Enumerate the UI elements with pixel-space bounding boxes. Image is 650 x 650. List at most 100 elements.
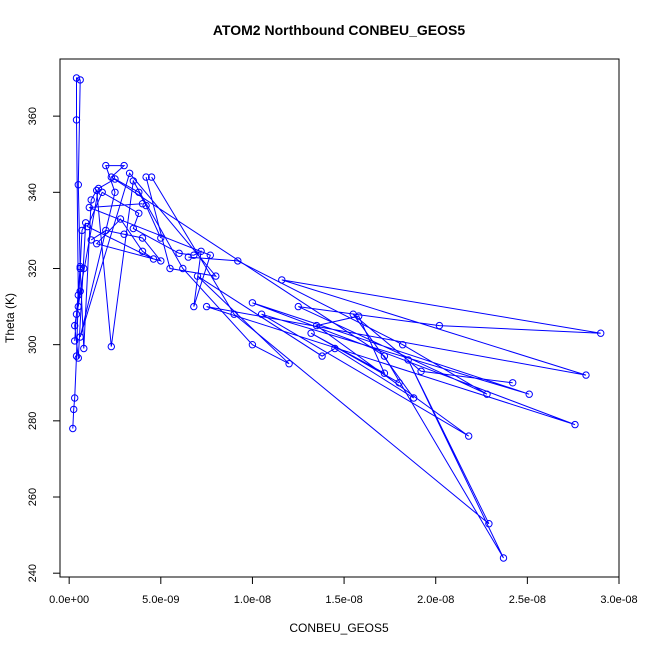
data-point <box>87 236 95 244</box>
data-point <box>307 329 315 337</box>
y-tick-label: 280 <box>27 412 39 430</box>
data-point <box>125 169 134 178</box>
data-point <box>80 344 88 353</box>
data-point <box>193 272 202 280</box>
data-point <box>72 310 81 318</box>
data-point <box>120 230 128 238</box>
data-point <box>71 394 79 402</box>
data-point <box>571 420 579 429</box>
x-tick-label: 1.0e-08 <box>234 594 271 606</box>
data-point <box>74 181 83 189</box>
data-point <box>190 251 198 259</box>
x-axis-label: CONBEU_GEOS5 <box>289 621 389 635</box>
data-point <box>312 321 321 330</box>
data-point <box>102 161 110 170</box>
data-point <box>202 302 211 311</box>
data-point <box>138 234 147 242</box>
data-point <box>138 200 147 208</box>
data-point <box>230 310 238 318</box>
data-point <box>70 405 78 414</box>
data-point <box>157 234 165 242</box>
data-point <box>80 264 88 273</box>
data-point <box>175 249 183 258</box>
data-point <box>76 76 84 84</box>
x-tick-label: 1.5e-08 <box>325 594 362 606</box>
series-line-5 <box>74 178 162 359</box>
data-point <box>120 161 128 170</box>
data-point <box>166 264 174 273</box>
x-tick-label: 0.0e+00 <box>49 594 89 606</box>
data-point <box>278 276 286 284</box>
data-point <box>485 520 493 528</box>
data-point <box>107 342 116 351</box>
data-point <box>76 262 84 271</box>
x-tick-label: 2.5e-08 <box>509 594 546 606</box>
data-point <box>85 203 94 212</box>
data-point <box>483 390 491 398</box>
data-point <box>111 175 119 183</box>
data-point <box>525 390 533 398</box>
data-point <box>94 184 103 193</box>
data-point <box>111 188 119 197</box>
data-point <box>107 173 116 181</box>
data-point <box>404 356 412 364</box>
data-point <box>78 226 86 235</box>
data-point <box>331 344 339 353</box>
data-point <box>294 302 302 311</box>
data-point <box>149 255 158 263</box>
data-point <box>380 352 389 360</box>
y-tick-label: 300 <box>27 335 39 353</box>
y-tick-label: 320 <box>27 259 39 277</box>
data-point <box>157 257 165 265</box>
data-point <box>509 379 517 387</box>
data-point <box>135 188 143 197</box>
data-point <box>83 222 92 231</box>
x-tick-label: 2.0e-08 <box>417 594 454 606</box>
data-point <box>82 219 90 227</box>
data-point <box>197 247 205 256</box>
data-point <box>102 226 110 235</box>
data-point <box>248 341 257 349</box>
series-line-2 <box>188 256 601 437</box>
data-point <box>465 432 473 440</box>
data-point <box>71 337 79 345</box>
data-point <box>417 367 425 375</box>
data-point <box>129 224 138 233</box>
data-point <box>179 264 187 273</box>
data-point <box>74 302 83 311</box>
data-point <box>72 116 81 124</box>
data-point <box>116 215 125 223</box>
data-point <box>87 196 95 204</box>
data-point <box>399 341 407 349</box>
series-line-3 <box>79 165 504 559</box>
data-point <box>597 329 605 337</box>
data-point <box>257 310 266 318</box>
data-point <box>98 188 106 197</box>
data-point <box>190 302 198 311</box>
y-tick-label: 340 <box>27 183 39 201</box>
data-point <box>206 251 215 259</box>
x-tick-label: 5.0e-09 <box>142 594 179 606</box>
data-point <box>69 424 77 433</box>
data-point <box>74 354 83 362</box>
data-point <box>129 177 138 185</box>
data-point <box>93 240 101 248</box>
y-axis-label: Theta (K) <box>3 293 17 343</box>
data-point <box>248 299 257 307</box>
data-point <box>142 173 150 181</box>
series-layer <box>72 77 601 559</box>
data-point <box>212 272 220 280</box>
y-tick-label: 360 <box>27 107 39 125</box>
data-point <box>135 209 143 218</box>
x-tick-label: 3.0e-08 <box>600 594 637 606</box>
chart-title: ATOM2 Northbound CONBEU_GEOS5 <box>213 22 465 38</box>
data-point <box>76 333 84 341</box>
data-point <box>138 247 147 256</box>
y-tick-label: 240 <box>27 564 39 582</box>
x-axis: 0.0e+00 5.0e-09 1.0e-08 1.5e-08 2.0e-08 2.5e-… <box>49 576 638 606</box>
data-point <box>435 321 444 330</box>
points-layer <box>69 74 605 562</box>
data-point <box>410 394 418 402</box>
